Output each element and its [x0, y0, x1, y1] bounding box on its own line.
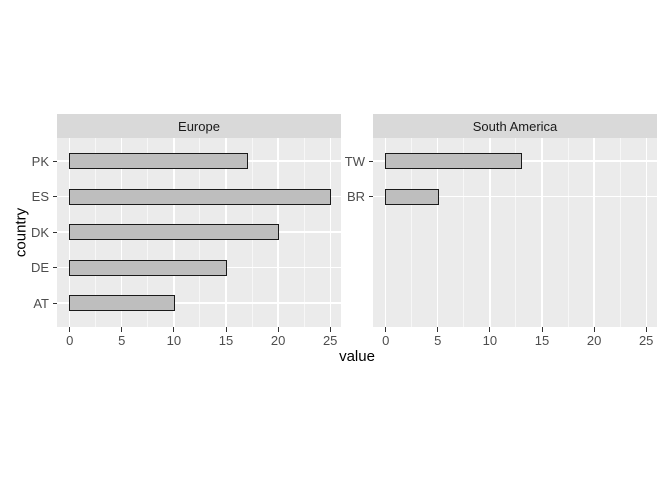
facet-panel-south-america — [373, 138, 657, 327]
x-tick-label: 5 — [434, 333, 442, 348]
x-tick-mark — [437, 327, 439, 332]
x-axis-title: value — [339, 348, 375, 365]
gridline-major-vertical — [385, 138, 387, 327]
bar-br — [384, 188, 439, 205]
bar-at — [68, 295, 175, 311]
x-tick-mark — [173, 327, 175, 332]
x-tick-mark — [541, 327, 543, 332]
bar-tw — [384, 153, 522, 169]
x-tick-label: 25 — [638, 333, 654, 348]
x-tick-label: 15 — [218, 333, 234, 348]
x-tick-label: 10 — [166, 333, 182, 348]
x-tick-mark — [121, 327, 123, 332]
y-tick-label: PK — [31, 153, 49, 169]
x-tick-mark — [69, 327, 71, 332]
y-tick-mark — [368, 196, 373, 197]
y-tick-mark — [52, 231, 57, 233]
gridline-major-vertical — [541, 138, 543, 327]
x-tick-label: 25 — [322, 333, 338, 348]
y-tick-mark — [52, 160, 57, 162]
x-tick-mark — [329, 327, 331, 332]
facet-strip-label: South America — [472, 118, 558, 134]
bar-pk — [68, 153, 248, 169]
gridline-major-vertical — [437, 138, 439, 327]
y-tick-mark — [52, 267, 57, 268]
y-tick-mark — [368, 160, 373, 162]
gridline-minor-vertical — [619, 138, 621, 327]
y-tick-label: BR — [346, 189, 365, 204]
gridline-major-vertical — [645, 138, 647, 327]
bar-dk — [68, 224, 279, 240]
y-tick-mark — [52, 302, 57, 304]
x-tick-mark — [385, 327, 387, 332]
gridline-major-vertical — [593, 138, 595, 327]
x-tick-label: 5 — [118, 333, 126, 348]
x-tick-label: 0 — [382, 333, 390, 348]
facet-strip-label: Europe — [178, 118, 220, 134]
x-tick-mark — [277, 327, 279, 332]
x-tick-label: 20 — [586, 333, 602, 348]
y-tick-label: DE — [30, 260, 49, 275]
y-tick-mark — [52, 196, 57, 197]
gridline-major-vertical — [489, 138, 491, 327]
y-tick-label: ES — [31, 189, 49, 204]
y-tick-label: AT — [33, 295, 49, 311]
y-tick-label: DK — [30, 224, 49, 240]
gridline-major-horizontal — [373, 195, 657, 198]
facet-strip-europe: Europe — [57, 114, 341, 138]
x-tick-mark — [593, 327, 595, 332]
x-tick-label: 20 — [270, 333, 286, 348]
x-tick-mark — [489, 327, 491, 332]
x-tick-label: 10 — [482, 333, 498, 348]
y-tick-label: TW — [344, 153, 365, 169]
facet-panel-europe — [57, 138, 341, 327]
bar-de — [68, 259, 227, 276]
gridline-major-horizontal — [57, 302, 341, 304]
facet-strip-south-america: South America — [373, 114, 657, 138]
y-axis-title: country — [12, 207, 30, 257]
x-tick-mark — [645, 327, 647, 332]
gridline-minor-vertical — [463, 138, 465, 327]
x-tick-mark — [225, 327, 227, 332]
gridline-minor-vertical — [567, 138, 569, 327]
x-tick-label: 15 — [534, 333, 550, 348]
x-tick-label: 0 — [66, 333, 74, 348]
gridline-minor-vertical — [411, 138, 413, 327]
gridline-minor-vertical — [515, 138, 517, 327]
bar-es — [68, 188, 331, 205]
